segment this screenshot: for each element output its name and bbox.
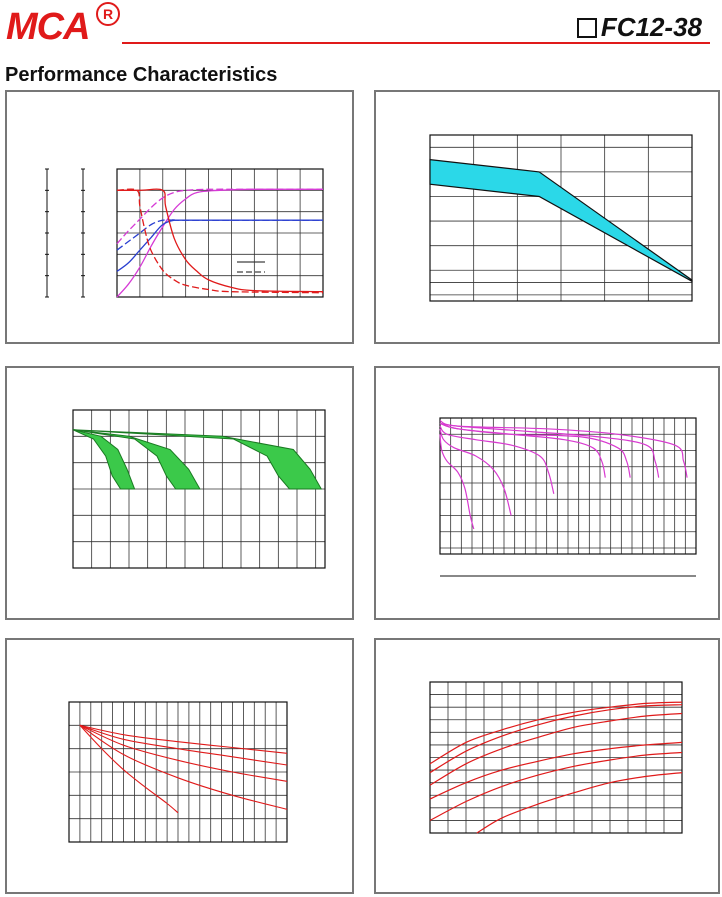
dod-band-area [72, 429, 136, 490]
discharge-series-line [439, 422, 631, 478]
life-band-area [429, 158, 693, 283]
discharge-series-line [439, 420, 688, 478]
dod-band-area [72, 429, 323, 490]
model-label: FC12-38 [576, 12, 702, 43]
self-discharge-chart-panel [5, 638, 354, 894]
dod-band-area [72, 429, 201, 490]
float-life-chart [429, 134, 693, 302]
voltage-series-line [116, 219, 323, 272]
header-rule [122, 42, 710, 44]
volume-series-line [116, 188, 323, 245]
discharge-chart [439, 417, 697, 577]
capacity-series-line [429, 701, 683, 765]
plot-frame [116, 168, 324, 298]
plot-frame [68, 701, 288, 843]
current-series-line [116, 188, 324, 293]
capacity-series-line [429, 712, 683, 786]
voltage-series-line [116, 219, 323, 251]
temp-capacity-chart [429, 681, 683, 834]
discharge-series-line [439, 425, 555, 494]
self-discharge-series-line [79, 724, 179, 814]
temp-capacity-chart-panel [374, 638, 720, 894]
self-discharge-series-line [79, 724, 288, 766]
capacity-series-line [429, 741, 683, 800]
plot-frame [72, 409, 326, 569]
charging-chart-panel [5, 90, 354, 344]
charging-chart [45, 168, 324, 298]
cycle-life-chart [72, 409, 326, 569]
checkbox-icon [576, 17, 597, 38]
plot-frame [429, 681, 683, 834]
capacity-series-line [429, 704, 683, 774]
cycle-life-chart-panel [5, 366, 354, 620]
self-discharge-chart [68, 701, 288, 843]
self-discharge-series-line [79, 724, 288, 810]
registered-mark: R [96, 2, 120, 26]
brand-logo: MCA [6, 6, 91, 48]
self-discharge-series-line [79, 724, 288, 782]
charging-chart-body [45, 168, 324, 298]
capacity-series-line [476, 772, 683, 834]
plot-frame [429, 134, 693, 302]
float-life-chart-panel [374, 90, 720, 344]
plot-frame [439, 417, 697, 555]
current-series-line [116, 188, 324, 294]
model-number: FC12-38 [600, 12, 702, 42]
discharge-series-line [439, 428, 512, 516]
self-discharge-series-line [79, 724, 288, 754]
discharge-chart-panel [374, 366, 720, 620]
discharge-series-line [439, 434, 475, 530]
section-title: Performance Characteristics [5, 64, 278, 86]
capacity-series-line [429, 751, 683, 821]
